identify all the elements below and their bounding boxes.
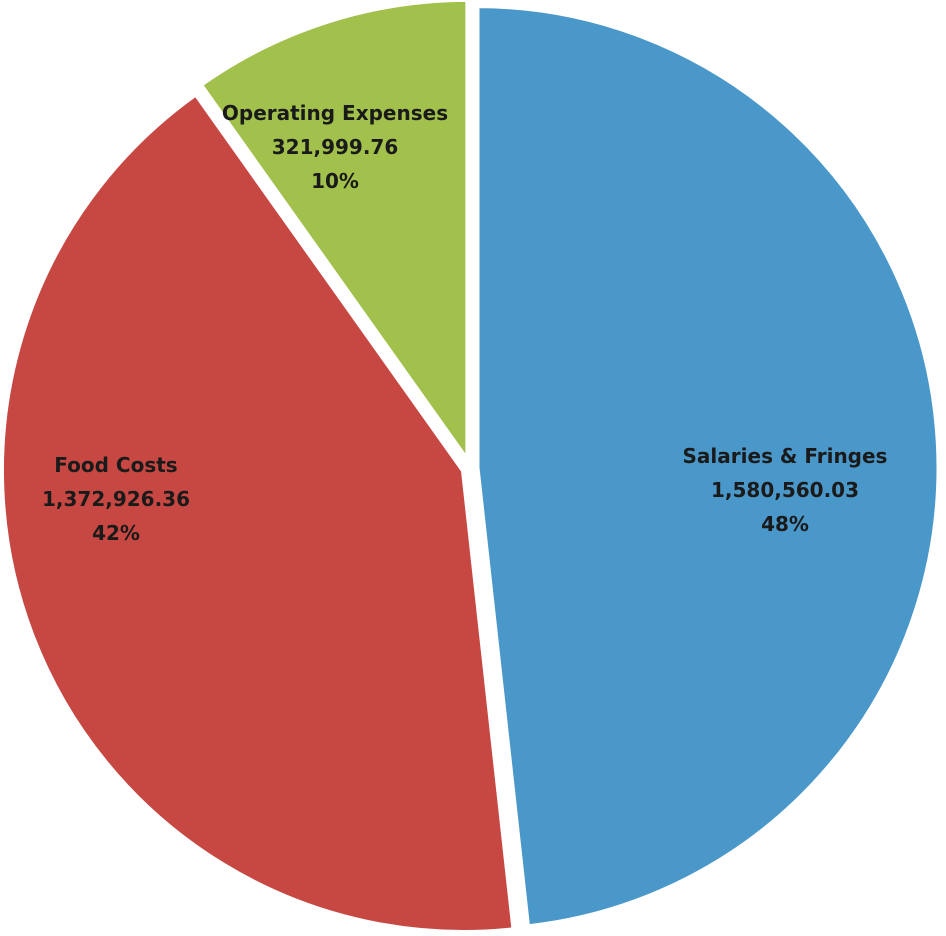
data-label-percent: 42% [92, 521, 140, 545]
data-label-percent: 10% [311, 169, 359, 193]
pie-labels: Salaries & Fringes 1,580,560.03 48% Food Co… [42, 101, 887, 545]
data-label-salaries-and-fringes: Salaries & Fringes 1,580,560.03 48% [683, 444, 888, 536]
data-label-value: 321,999.76 [272, 135, 399, 159]
data-label-value: 1,580,560.03 [711, 478, 859, 502]
data-label-operating-expenses: Operating Expenses 321,999.76 10% [222, 101, 448, 193]
data-label-percent: 48% [761, 512, 809, 536]
data-label-name: Food Costs [54, 453, 177, 477]
pie-slice-food-costs [0, 91, 517, 935]
data-label-name: Salaries & Fringes [683, 444, 888, 468]
data-label-value: 1,372,926.36 [42, 487, 190, 511]
data-label-name: Operating Expenses [222, 101, 448, 125]
data-label-food-costs: Food Costs 1,372,926.36 42% [42, 453, 190, 545]
pie-slice-salaries-and-fringes [474, 3, 942, 930]
pie-slice-operating-expenses [197, 0, 471, 464]
